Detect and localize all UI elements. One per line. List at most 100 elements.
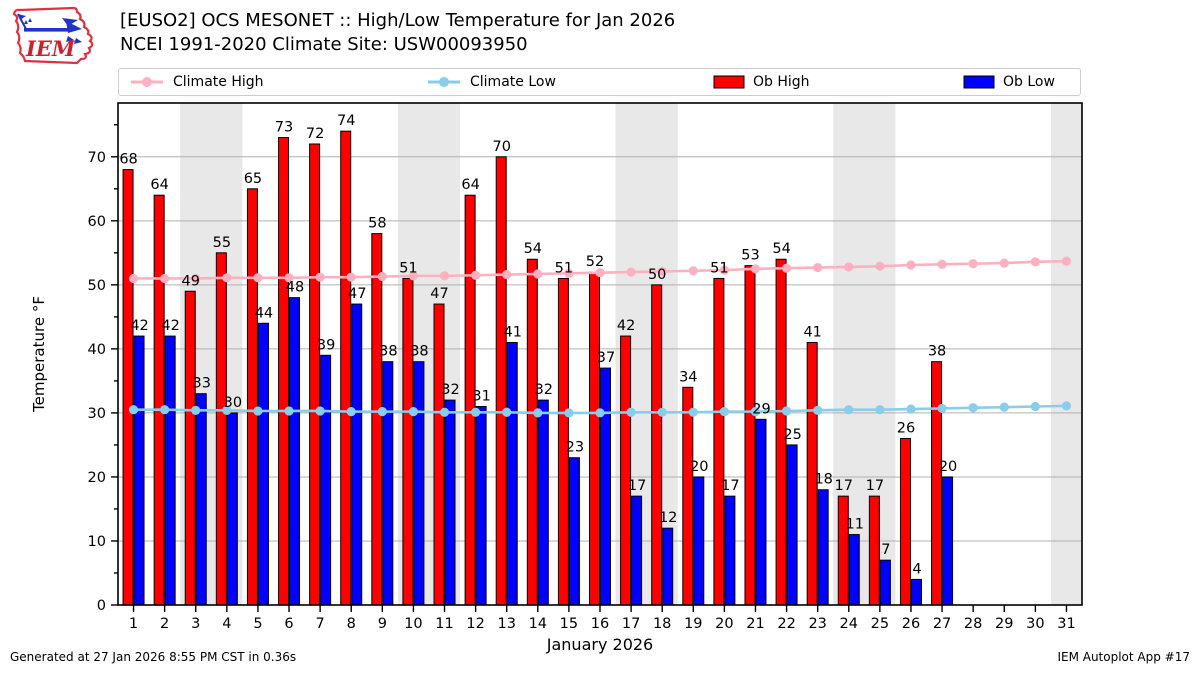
climate-low-marker (875, 405, 885, 415)
ob-low-value-label: 17 (721, 478, 739, 494)
x-tick-label: 31 (1057, 616, 1075, 632)
ob-high-value-label: 55 (213, 235, 231, 251)
x-tick-label: 15 (560, 616, 578, 632)
x-tick-label: 13 (497, 616, 515, 632)
ob-high-value-label: 64 (461, 177, 479, 193)
x-tick-label: 21 (746, 616, 764, 632)
ob-high-value-label: 74 (337, 113, 355, 129)
ob-low-bar (817, 489, 829, 606)
ob-low-value-label: 33 (193, 376, 211, 392)
wind-vane-icon (17, 13, 82, 44)
ob-high-value-label: 26 (897, 421, 915, 437)
climate-high-marker (533, 269, 543, 279)
legend-label: Climate Low (470, 74, 556, 90)
ob-low-bar (600, 367, 611, 606)
ob-low-bar (879, 559, 891, 606)
climate-high-marker (284, 273, 294, 283)
climate-high-marker (439, 271, 450, 281)
x-tick-label: 6 (284, 616, 293, 632)
x-tick-label: 8 (347, 616, 356, 632)
climate-high-marker (968, 259, 978, 269)
ob-high-bar (246, 188, 258, 606)
x-tick-label: 30 (1026, 616, 1044, 632)
ob-low-bar (631, 495, 643, 606)
climate-low-marker (844, 405, 854, 415)
ob-low-value-label: 47 (348, 286, 366, 302)
ob-low-bar (568, 457, 580, 606)
climate-low-marker (222, 405, 232, 415)
legend-label: Ob High (753, 74, 810, 90)
legend: Climate High Climate Low Ob High Ob Low (118, 68, 1081, 96)
iem-logo: IEM (12, 6, 94, 65)
x-tick-label: 1 (129, 616, 138, 632)
ob-low-bar (537, 399, 549, 606)
ob-low-value-label: 37 (597, 350, 615, 366)
climate-high-marker (781, 263, 792, 273)
weekend-band (1050, 103, 1082, 605)
x-tick-label: 3 (191, 616, 200, 632)
ob-high-bar (713, 277, 725, 606)
ob-low-value-label: 20 (690, 459, 708, 475)
ob-low-value-label: 32 (535, 382, 553, 398)
y-axis-label: Temperature °F (30, 296, 48, 413)
ob-high-bar (620, 335, 632, 606)
ob-high-bar (371, 233, 383, 606)
y-tick-label: 30 (88, 406, 106, 422)
x-tick-label: 7 (316, 616, 325, 632)
climate-high-marker (999, 258, 1009, 268)
ob-high-value-label: 53 (741, 248, 759, 264)
x-tick-label: 26 (902, 616, 920, 632)
ob-low-value-label: 30 (224, 395, 242, 411)
y-tick-label: 50 (88, 278, 106, 294)
legend-item-ob-low: Ob Low (963, 69, 1055, 95)
ob-low-value-label: 48 (286, 280, 304, 296)
ob-low-value-label: 25 (783, 427, 801, 443)
climate-high-marker (408, 271, 419, 281)
x-tick-label: 22 (777, 616, 795, 632)
ob-low-bar (942, 476, 954, 606)
ob-low-value-label: 11 (846, 517, 864, 533)
y-tick-label: 20 (88, 470, 106, 486)
ob-high-bar (589, 271, 600, 606)
ob-low-value-label: 42 (161, 318, 179, 334)
ob-high-bar (215, 252, 227, 606)
climate-high-marker (1061, 256, 1072, 266)
ob-high-value-label: 73 (275, 120, 293, 136)
ob-low-bar (662, 527, 674, 606)
ob-low-value-label: 42 (130, 318, 148, 334)
ob-low-value-label: 23 (566, 440, 584, 456)
ob-high-bar (433, 303, 445, 606)
x-tick-label: 20 (715, 616, 733, 632)
chart-title: [EUSO2] OCS MESONET :: High/Low Temperat… (120, 10, 676, 31)
ob-low-bar (289, 297, 301, 606)
ob-high-value-label: 51 (399, 260, 417, 276)
ob-low-value-label: 12 (659, 510, 677, 526)
climate-high-marker (657, 266, 667, 277)
x-tick-label: 17 (622, 616, 640, 632)
ob-high-value-label: 47 (430, 286, 448, 302)
climate-high-marker (906, 260, 916, 270)
ob-high-bar (899, 438, 911, 606)
climate-low-marker (657, 407, 667, 417)
ob-high-bar (153, 194, 165, 606)
ob-high-value-label: 52 (586, 254, 604, 270)
ob-low-bar (195, 393, 207, 606)
climate-high-marker (191, 273, 201, 284)
ob-low-value-label: 17 (628, 478, 646, 494)
x-tick-label: 28 (964, 616, 982, 632)
climate-high-marker (1030, 257, 1040, 267)
y-tick-label: 70 (88, 150, 106, 166)
legend-line-marker (131, 77, 163, 87)
legend-bar-marker (713, 75, 745, 89)
climate-low-marker (315, 406, 325, 416)
ob-low-bar (444, 399, 456, 606)
ob-low-value-label: 18 (814, 472, 832, 488)
ob-low-bar (910, 578, 922, 606)
climate-low-marker (346, 407, 356, 417)
ob-low-value-label: 32 (441, 382, 459, 398)
climate-low-marker (191, 405, 201, 415)
legend-item-climate-high: Climate High (129, 69, 264, 95)
climate-low-marker (781, 406, 792, 416)
climate-low-marker (533, 408, 543, 418)
